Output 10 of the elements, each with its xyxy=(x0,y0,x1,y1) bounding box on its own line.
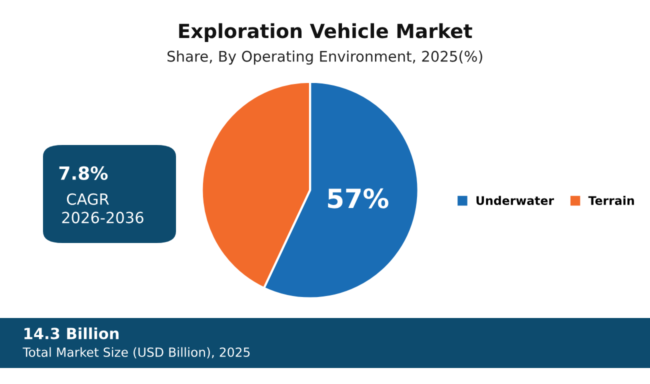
text: Total Market Size (USD Billion), 2025 xyxy=(22,347,250,358)
chart-title: Exploration Vehicle Market xyxy=(179,23,472,42)
text: 2026-2036 xyxy=(62,212,144,224)
legend-label: Underwater xyxy=(476,196,554,206)
legend-label: Terrain xyxy=(588,196,634,206)
text: 14.3 Billion xyxy=(24,327,119,340)
text: CAGR xyxy=(66,193,109,205)
text: 7.8% xyxy=(59,166,108,180)
chart-subtitle: Share, By Operating Environment, 2025(%) xyxy=(168,50,482,65)
data-label: 57% xyxy=(328,188,388,208)
